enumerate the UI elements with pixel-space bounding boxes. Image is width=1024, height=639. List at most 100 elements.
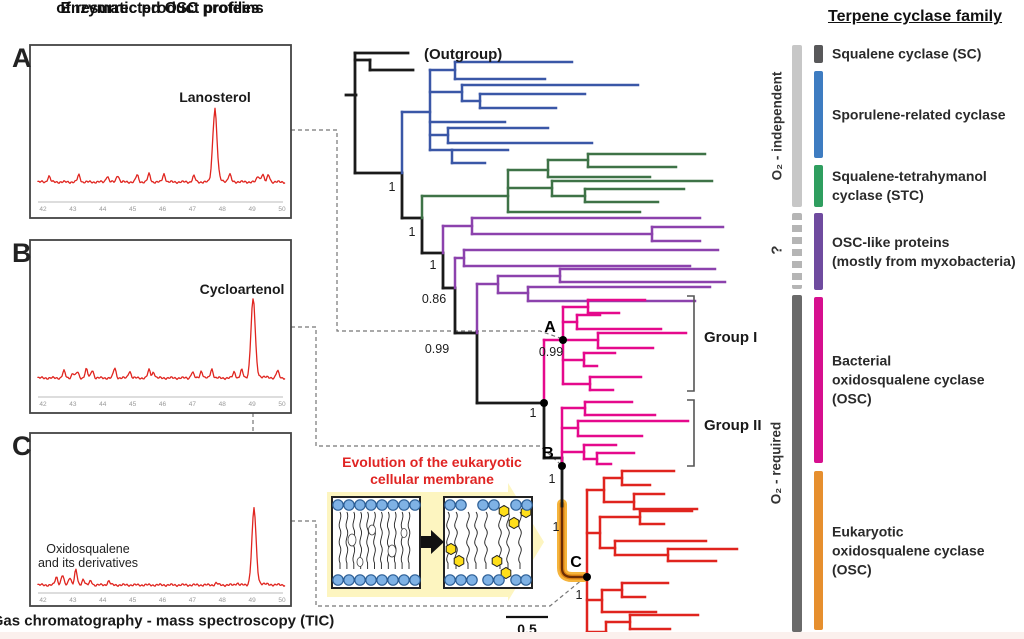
support-value: 1 [408, 225, 416, 239]
highlight-branch-core [560, 502, 586, 579]
node-letter-a: A [544, 319, 556, 336]
chromatogram-trace [37, 506, 286, 588]
group-i-bracket [687, 295, 695, 392]
lipid-head [376, 574, 388, 586]
sterol-hexagon [491, 554, 503, 568]
panel-a-letter: A [12, 43, 32, 73]
lipid-tail [518, 511, 522, 569]
lipid-head [455, 574, 467, 586]
lipid-head [398, 499, 410, 511]
oxygen-bar-1 [792, 213, 802, 289]
lipid-head [521, 499, 533, 511]
legend-family-bar-4 [814, 297, 823, 463]
axis-tick-label: 44 [99, 401, 107, 408]
axis-tick-label: 42 [39, 597, 47, 604]
lipid-head [354, 499, 366, 511]
lipid-tail [498, 511, 502, 569]
lipid-tail [387, 511, 390, 569]
support-value: 1 [529, 406, 537, 420]
group-i-label: Group I [704, 329, 758, 346]
oxygen-bar-2 [792, 295, 802, 632]
lipid-tail [446, 511, 450, 569]
legend-family-label-line: Bacterial [832, 352, 892, 369]
lipid-head [455, 499, 467, 511]
figure-title-line1: Enzymatic product profiles [60, 0, 260, 17]
lipid-tail [454, 511, 458, 569]
axis-tick-label: 43 [69, 597, 77, 604]
lipid-head [354, 574, 366, 586]
axis-tick-label: 45 [129, 401, 137, 408]
legend-family-label-4: Bacterial oxidosqualene cyclase (OSC) [832, 352, 985, 409]
legend-family-bar-2 [814, 165, 823, 207]
lanosterol-label: Lanosterol [179, 89, 251, 105]
oxygen-bar-0 [792, 45, 802, 207]
node-dot [540, 399, 548, 407]
axis-tick-label: 42 [39, 206, 47, 213]
node-dot-c [583, 573, 591, 581]
lipid-head [409, 499, 421, 511]
axis-tick-label: 43 [69, 401, 77, 408]
support-value: 0.86 [421, 292, 447, 306]
axis-tick-label: 50 [278, 206, 286, 213]
axis-tick-label: 48 [219, 597, 227, 604]
membrane-box-after [443, 496, 533, 589]
legend-family-label-5: Eukaryotic oxidosqualene cyclase (OSC) [832, 522, 985, 579]
legend-family-label-2: Squalene-tetrahymanol cyclase (STC) [832, 167, 987, 205]
membrane-caption-line1: Evolution of the eukaryotic [342, 454, 522, 470]
lipid-tail [359, 511, 362, 569]
legend-family-label-1: Sporulene-related cyclase [832, 105, 1006, 124]
legend-title: Terpene cyclase family [827, 8, 1003, 25]
axis-tick-label: 49 [249, 206, 257, 213]
lipid-tail [345, 511, 349, 569]
lipid-head [488, 499, 500, 511]
support-value: 1 [429, 258, 437, 272]
lipid-head [444, 574, 456, 586]
panel-c-letter: C [12, 431, 32, 461]
oxygen-label-0: O₂ - independent [769, 71, 785, 181]
legend-family-label-line: cyclase (STC) [832, 187, 924, 203]
axis-tick-label: 50 [278, 597, 286, 604]
chromatogram-panel-box [29, 44, 292, 219]
axis-tick-label: 46 [159, 206, 167, 213]
support-value: 1 [552, 520, 560, 534]
panel-b-letter: B [12, 238, 32, 268]
lipid-tail [373, 511, 376, 569]
axis-tick-label: 50 [278, 401, 286, 408]
node-dot-a [559, 336, 567, 344]
legend-family-label-line: (OSC) [832, 390, 872, 407]
connector-c [291, 520, 584, 607]
group-ii-bracket [687, 399, 695, 467]
lipid-head [365, 574, 377, 586]
membrane-gap [387, 544, 397, 558]
oxygen-label-2: O₂ - required [768, 421, 784, 505]
axis-tick-label: 45 [129, 597, 137, 604]
axis-tick-label: 43 [69, 206, 77, 213]
axis-tick-label: 49 [249, 597, 257, 604]
chromatogram-trace [37, 298, 286, 381]
legend-family-label-line: Eukaryotic [832, 523, 904, 539]
lipid-head [466, 574, 478, 586]
lipid-head [387, 499, 399, 511]
lipid-head [332, 499, 344, 511]
lipid-tail [380, 511, 383, 569]
legend-family-label-line: (mostly from myxobacteria) [832, 252, 1016, 269]
legend-family-label-line: oxidosqualene cyclase [832, 542, 985, 558]
sterol-hexagon [508, 516, 520, 530]
legend-family-bar-0 [814, 45, 823, 63]
legend-family-label-line: OSC-like proteins [832, 233, 950, 250]
lipid-head [409, 574, 421, 586]
lipid-tail [474, 511, 478, 569]
lipid-head [444, 499, 456, 511]
axis-tick-label: 42 [39, 401, 47, 408]
legend-family-label-line: Sporulene-related cyclase [832, 106, 1006, 122]
axis-tick-label: 44 [99, 597, 107, 604]
support-value: 1 [575, 588, 583, 602]
membrane-gap [400, 528, 408, 538]
support-value: 0.99 [538, 345, 564, 359]
lipid-head [387, 574, 399, 586]
group-ii-label: Group II [704, 417, 762, 434]
legend-family-bar-1 [814, 71, 823, 158]
oxygen-label-1: ? [768, 245, 786, 255]
lipid-head [343, 499, 355, 511]
figure-title-line2: of resurrected OSC proteins [56, 0, 264, 17]
